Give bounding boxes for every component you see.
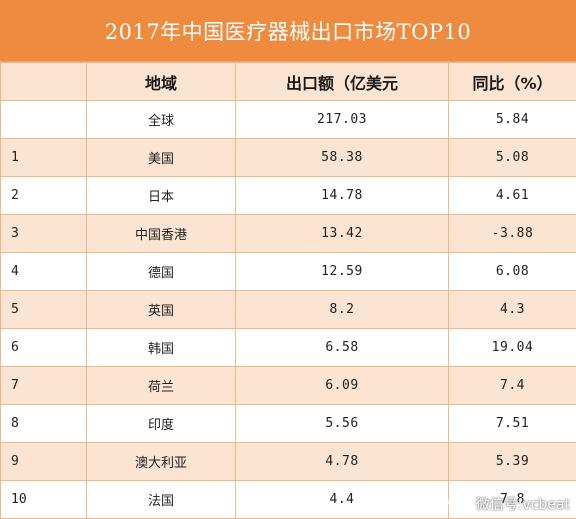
region-cell: 印度 <box>87 405 236 443</box>
region-cell: 法国 <box>87 481 236 519</box>
rank-cell: 3 <box>1 215 87 253</box>
header-yoy: 同比（%） <box>449 63 576 101</box>
rank-cell: 4 <box>1 253 87 291</box>
yoy-cell: 5.84 <box>449 101 576 139</box>
export-cell: 13.42 <box>236 215 449 253</box>
header-region: 地域 <box>87 63 236 101</box>
rank-cell: 8 <box>1 405 87 443</box>
region-cell: 德国 <box>87 253 236 291</box>
yoy-cell: 7.4 <box>449 367 576 405</box>
rank-cell <box>1 101 87 139</box>
yoy-cell: 5.39 <box>449 443 576 481</box>
export-cell: 14.78 <box>236 177 449 215</box>
region-cell: 中国香港 <box>87 215 236 253</box>
region-cell: 澳大利亚 <box>87 443 236 481</box>
header-row: 地域 出口额（亿美元 同比（%） <box>1 63 576 101</box>
export-cell: 6.09 <box>236 367 449 405</box>
yoy-cell: 5.08 <box>449 139 576 177</box>
export-cell: 8.2 <box>236 291 449 329</box>
region-cell: 韩国 <box>87 329 236 367</box>
region-cell: 日本 <box>87 177 236 215</box>
rank-cell: 10 <box>1 481 87 519</box>
export-cell: 58.38 <box>236 139 449 177</box>
header-rank <box>1 63 87 101</box>
yoy-cell: 19.04 <box>449 329 576 367</box>
rank-cell: 5 <box>1 291 87 329</box>
rank-cell: 6 <box>1 329 87 367</box>
export-cell: 4.78 <box>236 443 449 481</box>
region-cell: 荷兰 <box>87 367 236 405</box>
export-cell: 5.56 <box>236 405 449 443</box>
rank-cell: 1 <box>1 139 87 177</box>
rank-cell: 9 <box>1 443 87 481</box>
export-cell: 12.59 <box>236 253 449 291</box>
region-cell: 全球 <box>87 101 236 139</box>
yoy-cell: 7.8 <box>449 481 576 519</box>
export-cell: 6.58 <box>236 329 449 367</box>
yoy-cell: 4.61 <box>449 177 576 215</box>
yoy-cell: -3.88 <box>449 215 576 253</box>
yoy-cell: 7.51 <box>449 405 576 443</box>
header-export: 出口额（亿美元 <box>236 63 449 101</box>
yoy-cell: 6.08 <box>449 253 576 291</box>
rank-cell: 7 <box>1 367 87 405</box>
region-cell: 英国 <box>87 291 236 329</box>
region-cell: 美国 <box>87 139 236 177</box>
export-cell: 4.4 <box>236 481 449 519</box>
yoy-cell: 4.3 <box>449 291 576 329</box>
rank-cell: 2 <box>1 177 87 215</box>
export-cell: 217.03 <box>236 101 449 139</box>
table-title: 2017年中国医疗器械出口市场TOP10 <box>0 0 576 62</box>
